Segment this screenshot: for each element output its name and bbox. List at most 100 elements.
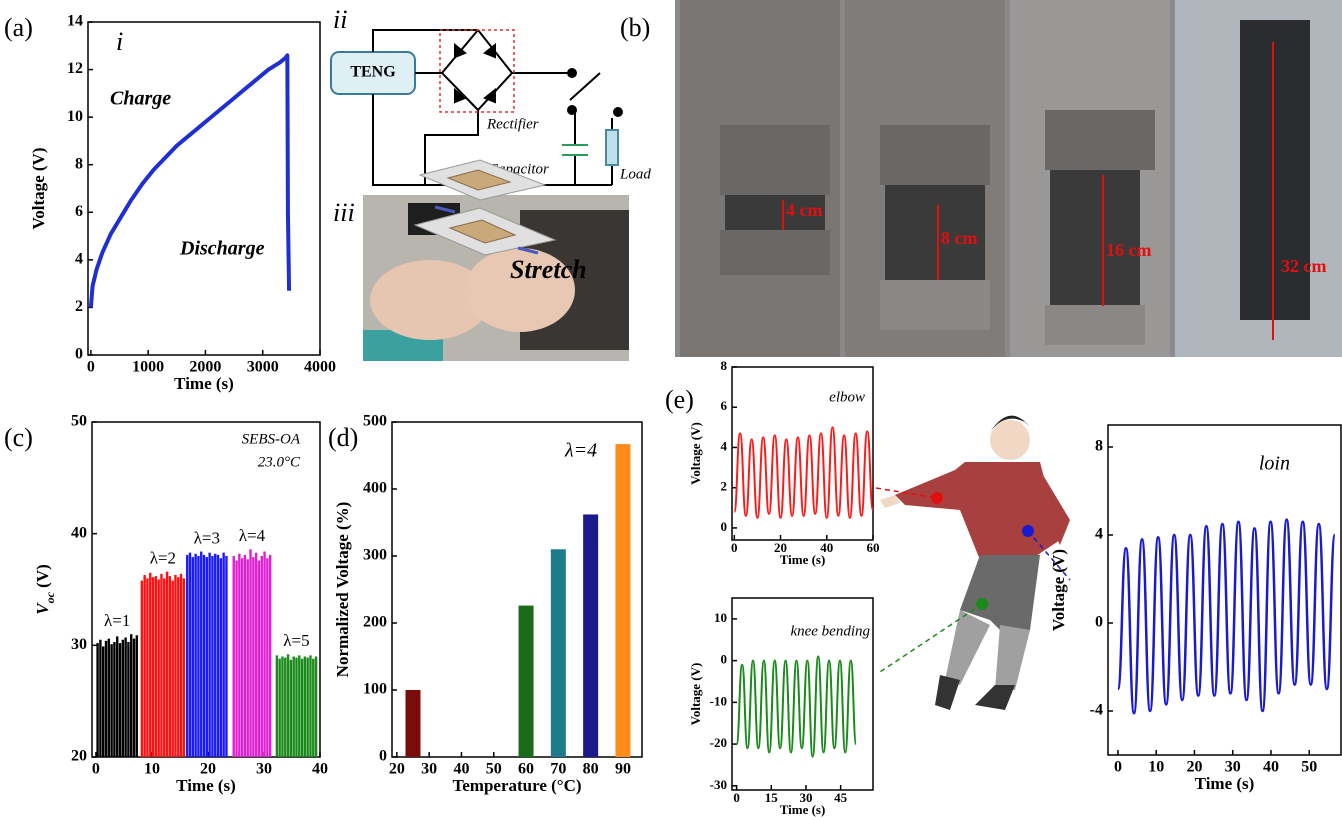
pulse: [155, 576, 157, 757]
pulse: [261, 556, 263, 757]
pulse: [208, 553, 210, 757]
pulse: [197, 556, 199, 757]
y-axis-label: Voltage (V): [1049, 549, 1068, 631]
pulse: [295, 658, 297, 757]
y-axis-label: Voltage (V): [688, 663, 703, 726]
pulse: [298, 655, 300, 757]
sub-label: iii: [333, 198, 355, 227]
x-tick-label: 30: [421, 761, 437, 778]
y-tick-label: 8: [75, 155, 83, 172]
y-tick-label: 0: [75, 346, 83, 363]
x-axis-label: Temperature (°C): [452, 776, 581, 795]
pulse: [169, 576, 171, 757]
y-tick-label: 0: [721, 652, 728, 667]
bar: [519, 606, 534, 757]
y-tick-label: 100: [363, 681, 387, 698]
pulse: [124, 638, 126, 757]
length-label: 8 cm: [941, 228, 977, 248]
y-tick-label: 4: [75, 251, 83, 268]
y-tick-label: 50: [71, 413, 87, 430]
data-line: [1118, 520, 1335, 714]
pulse: [244, 555, 246, 757]
pulse: [203, 555, 205, 757]
pulse: [127, 642, 129, 757]
annotation: SEBS-OA: [242, 431, 301, 447]
series-label: λ=1: [104, 611, 130, 630]
plot-title: loin: [1259, 453, 1290, 475]
x-tick-label: 60: [867, 540, 880, 555]
x-tick-label: 40: [312, 761, 328, 778]
circuit-source: TENG: [350, 64, 396, 81]
y-axis-label: Normalized Voltage (%): [333, 502, 352, 678]
x-tick-label: 10: [144, 761, 160, 778]
pulse: [146, 578, 148, 757]
series-label: λ=2: [150, 549, 176, 568]
y-tick-label: 4: [721, 438, 728, 453]
pulse: [108, 639, 110, 757]
pulse: [238, 554, 240, 757]
y-tick-label: 8: [1095, 438, 1103, 455]
pulse: [183, 578, 185, 757]
x-tick-label: 80: [583, 761, 599, 778]
annotation: λ=4: [564, 440, 597, 462]
panel-label: (c): [4, 423, 33, 452]
pulse: [177, 577, 179, 757]
pulse: [143, 575, 145, 757]
series-label: λ=3: [194, 528, 220, 547]
pulse: [266, 558, 268, 757]
y-tick-label: -30: [710, 777, 727, 792]
x-tick-label: 0: [1114, 759, 1122, 776]
panel-label: (a): [4, 13, 33, 42]
pulse: [290, 660, 292, 757]
annotation: Discharge: [179, 238, 265, 260]
pulse: [102, 646, 104, 757]
pulse: [214, 554, 216, 757]
x-tick-label: 10: [1148, 759, 1164, 776]
pulse: [281, 657, 283, 758]
y-axis-label-sub: oc: [43, 591, 57, 603]
figure: TENG Rectifier Capacitor Load: [0, 0, 1342, 820]
length-label: 4 cm: [786, 200, 822, 220]
pulse: [252, 557, 254, 757]
pulse: [166, 572, 168, 757]
pulse: [278, 659, 280, 757]
pulse: [235, 560, 237, 757]
x-tick-label: 50: [1301, 759, 1317, 776]
pulse: [157, 579, 159, 757]
pulse: [130, 634, 132, 757]
pulse: [241, 558, 243, 757]
pulse: [152, 577, 154, 757]
y-tick-label: 2: [75, 298, 83, 315]
pulse: [136, 635, 138, 757]
x-axis-label: Time (s): [780, 802, 826, 817]
y-tick-label: 200: [363, 614, 387, 631]
pulse: [304, 657, 306, 758]
photo-stretch: [675, 0, 1342, 357]
y-tick-label: 8: [721, 358, 728, 373]
y-tick-label: 0: [721, 519, 728, 534]
y-tick-label: 0: [1095, 614, 1103, 631]
y-tick-label: 4: [1095, 526, 1103, 543]
y-tick-label: 0: [379, 748, 387, 765]
pulse: [194, 554, 196, 757]
y-tick-label: 30: [71, 636, 87, 653]
pulse: [180, 574, 182, 757]
pulse: [99, 640, 101, 757]
x-tick-label: 0: [92, 761, 100, 778]
annotation: Charge: [110, 88, 171, 110]
x-tick-label: 4000: [304, 359, 336, 376]
pulse: [309, 655, 311, 757]
pulse: [269, 555, 271, 757]
bar: [405, 690, 420, 757]
y-tick-label: 10: [67, 108, 83, 125]
x-tick-label: 3000: [247, 359, 279, 376]
x-tick-label: 0: [87, 359, 95, 376]
y-tick-label: 2: [721, 479, 728, 494]
pulse: [163, 578, 165, 757]
pulse: [217, 555, 219, 757]
pulse: [292, 657, 294, 758]
bar: [583, 514, 598, 757]
pulse: [113, 642, 115, 757]
x-tick-label: 40: [1263, 759, 1279, 776]
pulse: [287, 654, 289, 757]
